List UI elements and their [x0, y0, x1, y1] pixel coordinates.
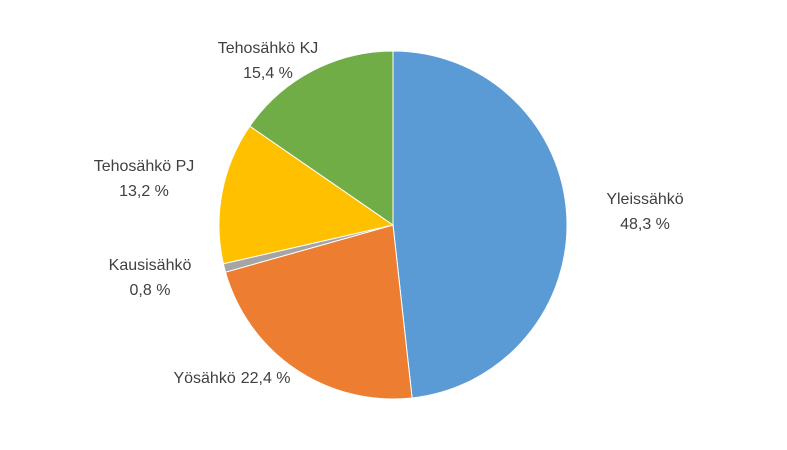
value-label: 13,2 % — [119, 183, 169, 200]
category-label: Kausisähkö — [109, 257, 192, 274]
category-label: Yleissähkö — [606, 191, 683, 208]
pie-slice — [218, 125, 395, 265]
value-label: 22,4 % — [241, 370, 291, 387]
category-label: Tehosähkö PJ — [94, 158, 195, 175]
value-label: 0,8 % — [130, 282, 171, 299]
value-label: 15,4 % — [243, 65, 293, 82]
category-label: Tehosähkö KJ — [218, 40, 319, 57]
pie-slice — [249, 50, 394, 226]
slice-label: Yösähkö 22,4 % — [173, 370, 290, 387]
value-label: 48,3 % — [620, 216, 670, 233]
category-label: Yösähkö — [173, 370, 235, 387]
pie-slice — [392, 50, 568, 399]
pie-slice — [224, 224, 413, 400]
